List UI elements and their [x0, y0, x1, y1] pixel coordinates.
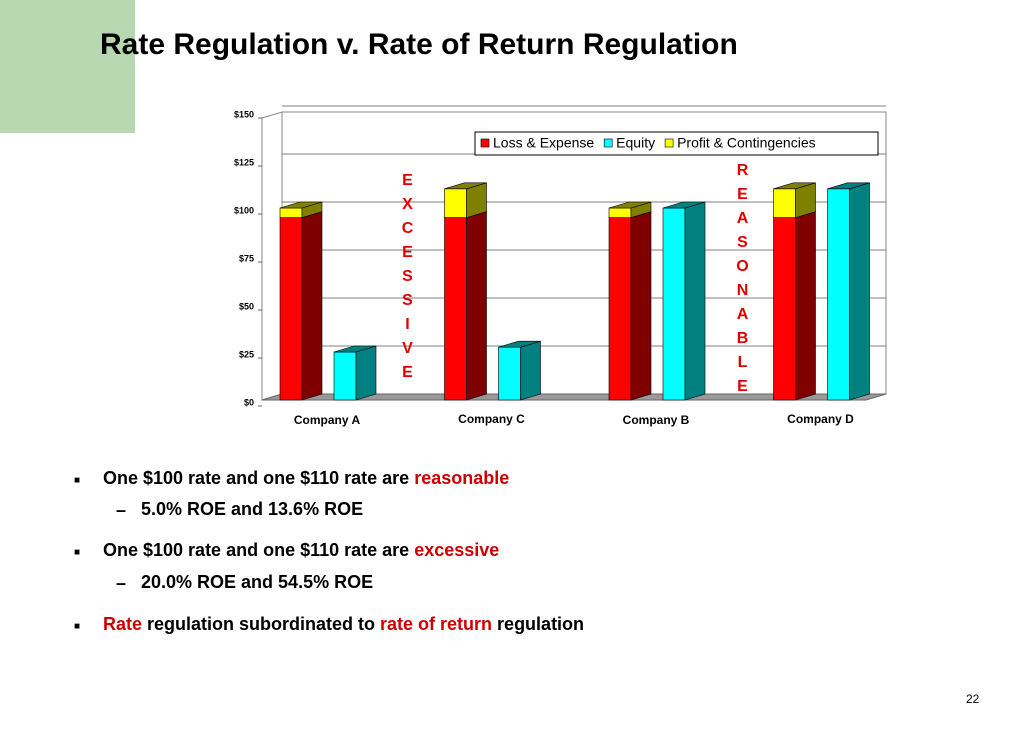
bullet-marker: ■ — [74, 475, 81, 486]
annotation: EXCESSIVE — [399, 172, 416, 388]
bar-front — [498, 346, 521, 401]
bullet-text: 20.0% ROE and 54.5% ROE — [141, 572, 373, 593]
text-run: 5.0% ROE and 13.6% ROE — [141, 499, 364, 519]
dash-marker: – — [116, 573, 127, 593]
bar — [827, 182, 870, 401]
bar-side — [355, 345, 377, 401]
chart: $0 $25 $50 $75 $100 $125 $150 Company A Company … — [234, 105, 887, 427]
bar — [608, 211, 652, 401]
bar — [279, 211, 323, 401]
legend-label: Profit & Contingencies — [677, 135, 816, 151]
page-number: 22 — [966, 692, 980, 706]
bar-front — [279, 217, 303, 401]
y-tick-label: $25 — [239, 349, 254, 359]
bullet-text: One $100 rate and one $110 rate are exce… — [103, 540, 499, 561]
bullet-text: 5.0% ROE and 13.6% ROE — [141, 499, 363, 520]
bullet-marker: ■ — [74, 621, 81, 632]
bar-top — [662, 201, 706, 209]
bar-front — [333, 351, 357, 401]
text-run: regulation subordinated to — [142, 614, 381, 634]
text-run: regulation — [492, 614, 585, 634]
bar — [498, 340, 541, 401]
annotation: REASONABLE — [734, 162, 751, 402]
bar-side — [466, 211, 487, 401]
bar — [773, 211, 816, 401]
y-tick-label: $0 — [244, 397, 254, 407]
legend-label: Loss & Expense — [493, 135, 594, 151]
bar-side — [630, 211, 652, 401]
text-run: One $100 rate and one $110 rate are — [103, 540, 415, 560]
highlight-text: reasonable — [414, 468, 510, 488]
x-tick-label: Company D — [787, 412, 854, 426]
bar-front — [444, 188, 467, 218]
bar — [444, 211, 487, 401]
bullet-marker: ■ — [74, 547, 81, 558]
text-run: 20.0% ROE and 54.5% ROE — [141, 572, 374, 592]
x-tick-label: Company C — [458, 412, 525, 426]
dash-marker: – — [116, 500, 127, 520]
y-tick-label: $150 — [234, 109, 254, 119]
bar-top — [608, 201, 652, 209]
bar-top — [773, 182, 816, 190]
bar-front — [662, 207, 686, 401]
legend-swatch — [664, 138, 674, 148]
legend-label: Equity — [616, 135, 655, 151]
x-tick-label: Company A — [294, 413, 361, 427]
bar-side — [520, 340, 541, 401]
bar-front — [608, 207, 632, 218]
bar — [662, 201, 706, 401]
bar — [333, 345, 377, 401]
bar-front — [773, 188, 796, 218]
bar-top — [498, 340, 541, 348]
bar-front — [279, 207, 303, 218]
y-tick-label: $100 — [234, 205, 254, 215]
bar-front — [444, 217, 467, 401]
bar-top — [827, 182, 870, 190]
y-tick-label: $50 — [239, 301, 254, 311]
highlight-text: rate of return — [380, 614, 493, 634]
highlight-text: Rate — [103, 614, 143, 634]
bar — [773, 182, 816, 219]
bar — [608, 201, 652, 219]
legend-box — [474, 131, 879, 156]
bar — [279, 201, 323, 219]
bar-top — [444, 182, 487, 190]
bar-top — [333, 345, 377, 353]
bar-front — [608, 217, 632, 401]
bar-front — [827, 188, 850, 401]
side-wall — [261, 111, 283, 401]
y-tick-label: $75 — [239, 253, 254, 263]
bar-side — [795, 211, 816, 401]
legend-swatch — [603, 138, 613, 148]
bullet-text: One $100 rate and one $110 rate are reas… — [103, 468, 509, 489]
bar-side — [849, 182, 870, 401]
bar-side — [301, 211, 323, 401]
slide-title: Rate Regulation v. Rate of Return Regula… — [100, 28, 738, 61]
bar-side — [684, 201, 706, 401]
bar-front — [773, 217, 796, 401]
text-run: One $100 rate and one $110 rate are — [103, 468, 415, 488]
accent-block — [0, 0, 135, 133]
x-tick-label: Company B — [623, 413, 690, 427]
bar — [444, 182, 487, 219]
highlight-text: excessive — [414, 540, 500, 560]
y-tick-label: $125 — [234, 157, 254, 167]
bullet-text: Rate regulation subordinated to rate of … — [103, 614, 584, 635]
bar-top — [279, 201, 323, 209]
legend-swatch — [480, 138, 490, 148]
